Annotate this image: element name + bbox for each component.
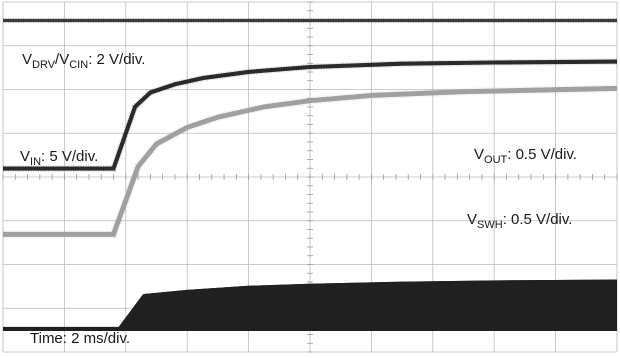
trace-vswh-band <box>119 279 617 331</box>
trace-vout <box>3 85 618 237</box>
label-vdrv-vcin: VDRV/VCIN: 2 V/div. <box>22 51 145 71</box>
trace-vswh <box>3 279 618 331</box>
label-vout: VOUT: 0.5 V/div. <box>474 146 577 166</box>
label-vin: VIN: 5 V/div. <box>20 148 98 168</box>
timebase-label: Time: 2 ms/div. <box>30 330 130 347</box>
trace-vin <box>3 59 618 171</box>
traces <box>3 17 618 331</box>
trace-vout-noise <box>3 84 618 239</box>
label-vswh: VSWH: 0.5 V/div. <box>467 211 572 231</box>
